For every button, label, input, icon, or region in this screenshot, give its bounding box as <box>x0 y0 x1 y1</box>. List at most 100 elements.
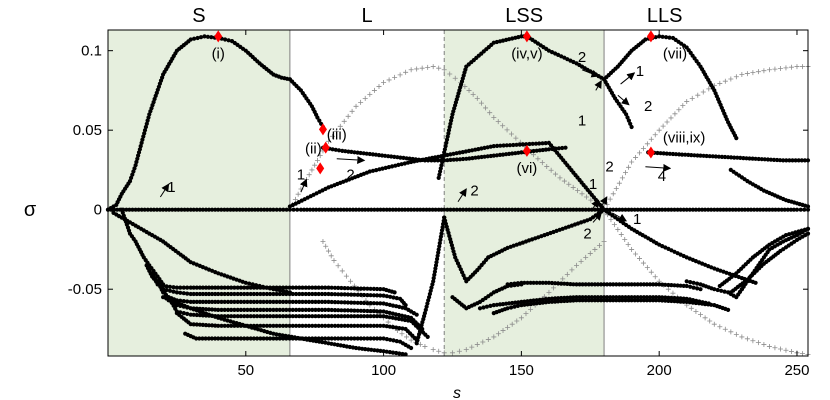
branch-point <box>130 207 135 212</box>
branch-point <box>203 299 209 304</box>
branch-point <box>571 295 576 300</box>
branch-point <box>339 336 344 341</box>
branch-point <box>703 207 708 212</box>
branch-point <box>680 152 685 157</box>
branch-point <box>608 298 613 303</box>
branch-point <box>641 282 647 287</box>
x-axis-label: s <box>453 385 461 400</box>
branch-point <box>167 284 173 289</box>
branch-point <box>430 207 435 212</box>
annotation-label-4: 2 <box>470 182 478 199</box>
marker-diamond-2 <box>321 141 330 154</box>
branch-point <box>574 298 579 303</box>
cross-point <box>574 262 580 268</box>
branch-7 <box>646 150 811 163</box>
branch-point <box>698 153 703 158</box>
cross-point <box>430 347 436 353</box>
branch-point <box>445 158 450 163</box>
branch-point <box>534 298 539 303</box>
branch-point <box>414 338 419 343</box>
cross-point <box>707 318 713 324</box>
branch-point <box>191 291 196 297</box>
marker-diamond-4 <box>522 30 531 43</box>
branch-point <box>203 285 209 290</box>
branch-point <box>362 308 367 313</box>
branch-point <box>651 207 656 212</box>
branch-point <box>423 307 428 312</box>
branch-point <box>583 282 588 287</box>
branch-point <box>396 207 401 212</box>
branch-point <box>767 207 772 212</box>
branch-point <box>577 282 582 287</box>
branch-point <box>387 207 392 212</box>
branch-point <box>485 207 490 212</box>
branch-point <box>448 207 453 212</box>
branch-point <box>235 291 240 297</box>
branch-point <box>133 207 138 212</box>
cross-point <box>306 172 312 178</box>
marker-diamond-3 <box>316 162 325 175</box>
branch-point <box>306 323 312 328</box>
cross-point <box>397 72 403 78</box>
branch-point <box>315 115 320 120</box>
branch-point <box>319 299 325 304</box>
branch-point <box>294 314 299 319</box>
branch-point <box>132 166 137 171</box>
branch-point <box>614 207 619 212</box>
branch-point <box>391 338 396 343</box>
branch-point <box>197 313 202 318</box>
branch-point <box>383 153 388 158</box>
branch-point <box>715 207 720 212</box>
cross-point <box>587 250 593 256</box>
branch-point <box>365 314 370 319</box>
branch-point <box>464 207 469 212</box>
branch-point <box>598 298 604 303</box>
branch-point <box>524 142 529 147</box>
branch-point <box>367 169 372 174</box>
branch-point <box>571 298 576 303</box>
cross-point <box>700 89 706 95</box>
cross-point <box>480 339 486 345</box>
branch-point <box>264 299 269 304</box>
branch-point <box>500 207 506 212</box>
branch-point <box>534 301 539 306</box>
branch-point <box>373 152 378 157</box>
marker-label-0: (i) <box>212 45 225 62</box>
branch-point <box>371 323 376 328</box>
branch-point <box>181 304 186 309</box>
branch-point <box>336 148 342 153</box>
branch-point <box>310 314 315 319</box>
branch-point <box>562 207 567 212</box>
branch-point <box>684 296 689 301</box>
branch-point <box>332 336 338 341</box>
branch-point <box>134 159 139 165</box>
branch-point <box>620 295 625 300</box>
branch-point <box>369 207 374 212</box>
cross-point <box>309 167 315 173</box>
branch-point <box>378 323 383 328</box>
branch-point <box>641 295 647 300</box>
branch-point <box>384 349 389 354</box>
branch-point <box>537 141 542 146</box>
branch-point <box>715 287 720 293</box>
branch-point <box>362 300 367 306</box>
branch-point <box>200 299 205 304</box>
branch-point <box>457 207 463 212</box>
branch-point <box>362 286 367 291</box>
branch-point <box>390 325 396 330</box>
branch-point <box>232 314 237 319</box>
branch-point <box>297 323 302 328</box>
cross-point <box>750 338 756 344</box>
branch-point <box>531 298 536 303</box>
branch-point <box>284 314 289 319</box>
cross-point <box>695 92 701 98</box>
cross-point <box>583 254 589 260</box>
branch-point <box>568 282 573 287</box>
branch-point <box>247 281 252 286</box>
branch-point <box>142 207 147 212</box>
branch-point <box>124 207 129 212</box>
branch-point <box>314 207 319 212</box>
branch-point <box>345 323 350 328</box>
y-tick-label: -0.05 <box>68 281 102 298</box>
branch-point <box>735 155 740 160</box>
